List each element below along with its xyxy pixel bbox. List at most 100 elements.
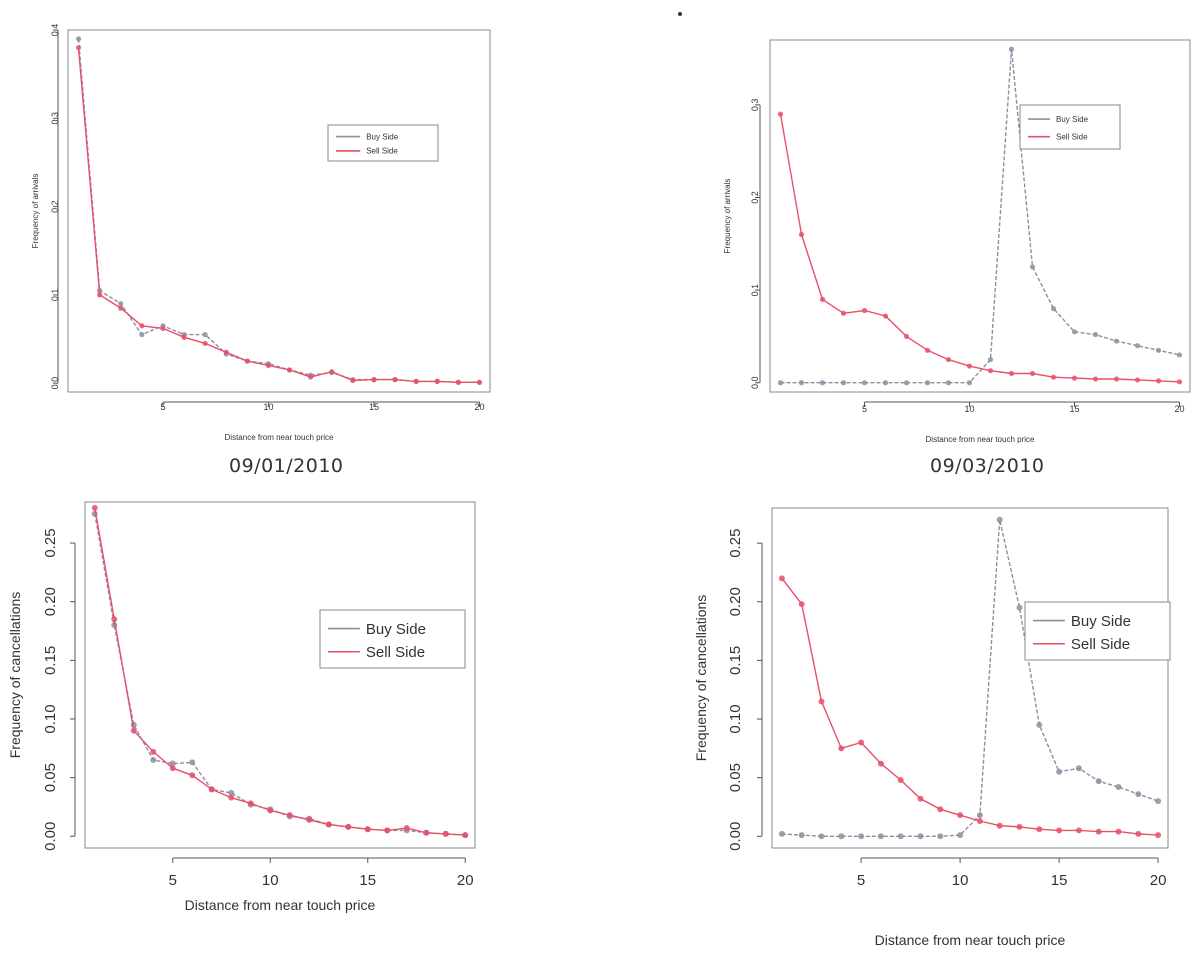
- y-tick-label: 0.15: [42, 646, 59, 675]
- data-point: [202, 332, 208, 338]
- x-tick-label: 10: [952, 872, 969, 889]
- data-point: [1075, 827, 1082, 834]
- data-point: [265, 362, 272, 369]
- y-tick-label: 0.10: [727, 704, 744, 733]
- data-point: [877, 760, 884, 767]
- date-caption-right: 09/03/2010: [930, 455, 1045, 477]
- y-tick-label: 0.20: [727, 587, 744, 616]
- y-tick-label: 0.25: [727, 529, 744, 558]
- x-tick-label: 20: [1174, 404, 1184, 414]
- data-point: [1029, 370, 1036, 377]
- data-point: [1008, 46, 1015, 52]
- data-point: [384, 827, 391, 834]
- data-point: [308, 374, 314, 380]
- data-point: [1135, 830, 1142, 837]
- data-point: [286, 812, 293, 819]
- x-tick-label: 10: [964, 404, 974, 414]
- x-tick-label: 10: [262, 872, 279, 889]
- data-point: [442, 830, 449, 837]
- data-point: [1075, 765, 1082, 772]
- data-point: [777, 111, 784, 117]
- data-point: [1071, 375, 1078, 381]
- data-point: [189, 759, 196, 766]
- data-point: [1056, 827, 1063, 834]
- data-point: [838, 833, 845, 840]
- data-point: [778, 575, 785, 582]
- data-point: [1050, 374, 1057, 380]
- series-line: [779, 113, 1180, 383]
- legend-label: Sell Side: [366, 147, 398, 156]
- data-point: [1092, 331, 1099, 338]
- data-point: [208, 786, 215, 793]
- data-point: [1008, 370, 1015, 377]
- series-sell-side: [75, 45, 483, 385]
- series-buy-side: [91, 510, 469, 839]
- x-tick-label: 5: [169, 872, 177, 889]
- plot-frame: [769, 39, 1191, 393]
- data-point: [840, 310, 847, 316]
- data-point: [223, 349, 229, 355]
- data-point: [917, 795, 924, 802]
- data-point: [1016, 604, 1023, 611]
- data-point: [423, 829, 430, 836]
- data-point: [937, 833, 944, 840]
- x-axis-label: Distance from near touch price: [225, 433, 334, 442]
- data-point: [818, 698, 825, 705]
- data-point: [434, 378, 440, 385]
- x-axis: 5 10 15 20: [862, 401, 1185, 414]
- data-point: [882, 380, 889, 386]
- data-point: [202, 340, 208, 347]
- data-point: [244, 358, 250, 364]
- data-point: [877, 833, 884, 840]
- legend-box: [1024, 601, 1171, 661]
- data-point: [392, 377, 398, 383]
- stray-dot-mark: [678, 12, 682, 16]
- x-tick-label: 5: [857, 872, 865, 889]
- legend-label: Sell Side: [366, 644, 425, 661]
- data-point: [118, 305, 124, 311]
- data-point: [1095, 828, 1102, 835]
- series-line: [94, 507, 466, 836]
- data-point: [228, 794, 235, 801]
- data-point: [150, 748, 157, 755]
- data-point: [897, 777, 904, 783]
- data-point: [111, 616, 118, 623]
- data-point: [966, 363, 973, 369]
- chart-svg: 5 10 15 20 0.00 0.05 0.10 0.15 0.20 0.25 Distance …: [693, 507, 1171, 948]
- data-point: [996, 516, 1003, 523]
- y-tick-label: 0.0: [50, 377, 60, 390]
- plot-frame: [67, 29, 491, 393]
- data-point: [976, 818, 983, 825]
- x-axis-label: Distance from near touch price: [926, 435, 1035, 444]
- y-tick-label: 0.20: [42, 587, 59, 616]
- data-point: [364, 826, 371, 833]
- y-axis-label: Frequency of cancellations: [693, 595, 709, 762]
- data-point: [987, 356, 994, 363]
- data-point: [818, 833, 825, 840]
- data-point: [840, 380, 847, 386]
- data-point: [861, 307, 868, 314]
- chart-arrivals-0903: 5 10 15 20 0.0 0.1 0.2 0.3 Distance from near to…: [690, 0, 1198, 460]
- x-axis: 5 10 15 20: [857, 857, 1167, 889]
- x-axis-label: Distance from near touch price: [875, 932, 1066, 948]
- series-line: [77, 38, 480, 383]
- data-point: [1092, 376, 1099, 382]
- x-tick-label: 20: [1150, 872, 1167, 889]
- data-point: [966, 380, 973, 386]
- x-axis: 5 10 15 20: [160, 401, 484, 412]
- chart-svg: 5 10 15 20 0.00 0.05 0.10 0.15 0.20 0.25 Distance …: [7, 501, 476, 913]
- y-tick-label: 0.15: [727, 646, 744, 675]
- data-point: [247, 800, 254, 807]
- data-point: [1155, 832, 1162, 839]
- legend-box: [1019, 104, 1121, 150]
- chart-cancellations-0901: 5 10 15 20 0.00 0.05 0.10 0.15 0.20 0.25 Distance …: [0, 490, 500, 957]
- data-point: [1036, 721, 1043, 728]
- data-point: [996, 822, 1003, 829]
- legend-label: Sell Side: [1056, 132, 1088, 141]
- y-tick-label: 0.1: [750, 284, 760, 297]
- y-tick-label: 0.3: [750, 99, 760, 112]
- y-tick-label: 0.05: [42, 763, 59, 792]
- y-axis-label: Frequency of cancellations: [7, 592, 23, 759]
- y-axis: 0.00 0.05 0.10 0.15 0.20 0.25: [42, 528, 76, 851]
- data-point: [798, 832, 805, 839]
